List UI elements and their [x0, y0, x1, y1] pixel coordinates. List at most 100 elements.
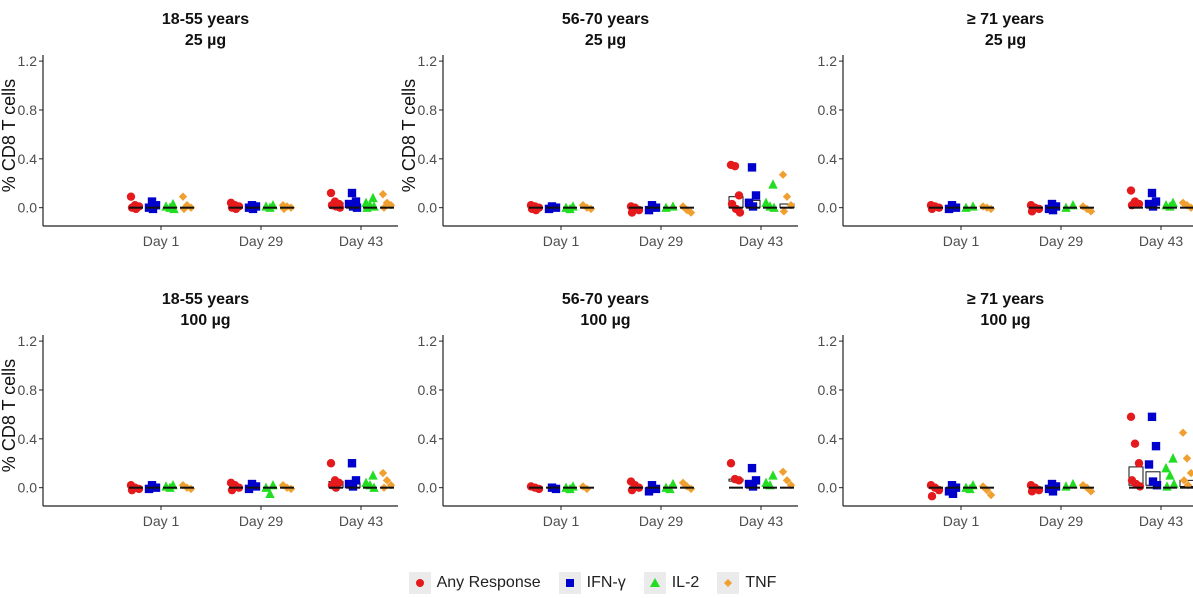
point-il-2	[1061, 481, 1071, 491]
y-tick-label: 1.2	[18, 53, 38, 69]
point-il-2	[1162, 481, 1172, 491]
point-tnf	[782, 476, 792, 485]
point-any-response	[1027, 207, 1037, 216]
x-tick-label: Day 43	[1139, 233, 1184, 249]
y-tick-label: 0.4	[18, 431, 38, 447]
point-ifn	[747, 463, 757, 473]
point-ifn	[1152, 481, 1162, 490]
point-ifn	[1151, 441, 1161, 451]
panel-title-line1: 18-55 years	[162, 11, 249, 28]
point-tnf	[378, 190, 388, 199]
y-tick-label: 0.8	[818, 102, 838, 118]
y-tick-label: 0.0	[18, 200, 38, 216]
point-ifn	[1048, 205, 1058, 215]
y-tick-label: 1.2	[818, 53, 838, 69]
y-tick-label: 0.8	[818, 382, 838, 398]
legend: Any Response IFN-γ IL-2 TNF	[0, 570, 1193, 596]
point-tnf	[779, 207, 789, 216]
panel-6: ≥ 71 years 100 µg 0.0 0.4 0.8 1.2 Day 1 Day 29 D…	[818, 291, 1193, 529]
panel-title-line2: 100 µg	[580, 312, 630, 329]
point-il-2	[1169, 478, 1179, 489]
point-tnf	[1178, 428, 1188, 437]
panel-title-line1: 56-70 years	[562, 291, 649, 308]
legend-key-il-2	[643, 572, 666, 594]
point-ifn	[944, 204, 954, 214]
panel-5: 56-70 years 100 µg 0.0 0.4 0.8 1.2 Day 1 Day 29…	[418, 291, 798, 529]
point-ifn	[148, 204, 158, 214]
legend-marker-ifn	[565, 579, 574, 587]
legend-item-ifn: IFN-γ	[558, 572, 626, 594]
legend-item-tnf: TNF	[717, 572, 776, 594]
point-ifn	[644, 487, 654, 496]
point-ifn	[651, 484, 661, 494]
y-tick-label: 0.4	[818, 431, 838, 447]
panel-title-line2: 25 µg	[185, 32, 226, 49]
point-il-2	[368, 470, 378, 480]
legend-label: IFN-γ	[586, 574, 626, 591]
point-any-response	[927, 492, 937, 501]
point-tnf	[686, 208, 696, 217]
point-ifn	[1051, 482, 1061, 491]
x-tick-label: Day 1	[143, 513, 180, 529]
legend-marker-tnf	[724, 579, 733, 587]
point-tnf	[382, 476, 392, 485]
panel-4: 18-55 years 100 µg 0.0 0.4 0.8 1.2 Day 1 Day 29…	[0, 291, 398, 529]
point-il-2	[1165, 470, 1175, 480]
point-il-2	[968, 201, 978, 211]
x-tick-label: Day 1	[143, 233, 180, 249]
point-tnf	[378, 468, 388, 478]
x-tick-label: Day 1	[543, 513, 580, 529]
legend-item-il-2: IL-2	[643, 572, 700, 594]
point-any-response	[1126, 186, 1136, 195]
x-tick-label: Day 43	[339, 233, 384, 249]
panel-title-line1: 18-55 years	[162, 291, 249, 308]
x-tick-label: Day 29	[1039, 513, 1084, 529]
point-tnf	[1086, 487, 1096, 496]
point-any-response	[1134, 459, 1144, 468]
point-tnf	[278, 201, 288, 210]
point-ifn	[351, 197, 361, 206]
point-il-2	[668, 201, 678, 211]
y-tick-label: 0.8	[18, 102, 38, 118]
legend-key-tnf	[717, 572, 740, 594]
point-any-response	[627, 208, 637, 217]
point-any-response	[1027, 487, 1037, 496]
point-ifn	[948, 489, 958, 498]
point-ifn	[1151, 197, 1161, 206]
point-il-2	[768, 179, 778, 189]
point-ifn	[747, 163, 757, 172]
point-ifn	[251, 482, 261, 491]
point-ifn	[748, 202, 758, 211]
x-tick-label: Day 29	[239, 233, 284, 249]
point-tnf	[986, 490, 996, 500]
point-tnf	[1186, 468, 1193, 478]
point-ifn	[244, 484, 254, 494]
point-tnf	[1182, 201, 1192, 210]
point-il-2	[265, 488, 275, 498]
legend-key-any-response	[408, 572, 431, 594]
panel-title-line1: ≥ 71 years	[967, 291, 1044, 308]
y-tick-label: 0.8	[418, 382, 438, 398]
point-ifn	[1048, 487, 1058, 496]
point-any-response	[735, 208, 745, 217]
point-any-response	[131, 204, 141, 214]
x-tick-label: Day 29	[639, 233, 684, 249]
point-tnf	[178, 192, 188, 201]
point-any-response	[1126, 412, 1136, 422]
point-any-response	[326, 188, 336, 198]
legend-key-ifn	[558, 572, 581, 594]
point-any-response	[1135, 482, 1145, 491]
point-ifn	[748, 482, 758, 491]
point-ifn	[144, 484, 154, 494]
point-tnf	[182, 201, 192, 210]
legend-label: IL-2	[671, 574, 700, 591]
panel-title-line2: 100 µg	[180, 312, 230, 329]
point-tnf	[1086, 207, 1096, 216]
point-ifn	[1147, 412, 1157, 422]
y-tick-label: 0.0	[818, 200, 838, 216]
point-ifn	[551, 484, 561, 494]
y-axis-label: % CD8 T cells	[0, 359, 19, 472]
point-ifn	[1148, 202, 1158, 211]
point-any-response	[231, 204, 241, 214]
point-tnf	[1182, 454, 1192, 463]
